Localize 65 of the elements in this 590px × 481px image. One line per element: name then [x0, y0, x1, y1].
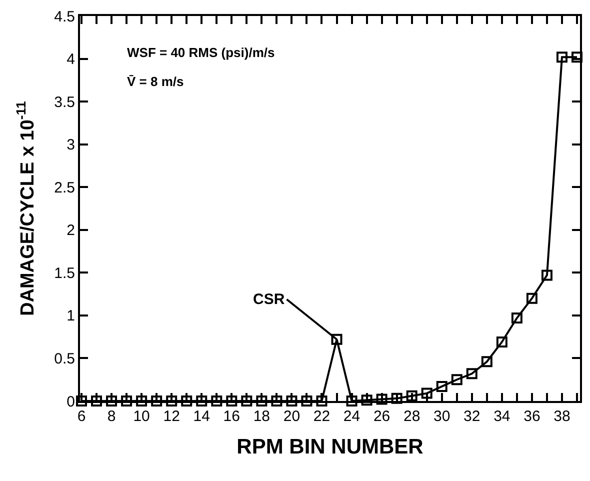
point — [241, 396, 252, 406]
y-tick-label: 0.5 — [54, 350, 75, 368]
point — [466, 368, 478, 380]
y-tick-label: 4 — [66, 51, 75, 68]
y-tick-label: 1 — [66, 308, 75, 325]
x-tick-label: 14 — [193, 408, 210, 425]
y-tick-label: 4.5 — [54, 8, 75, 26]
point — [331, 334, 342, 345]
point — [316, 396, 328, 406]
point — [436, 380, 448, 392]
point — [121, 396, 132, 406]
point — [166, 396, 178, 406]
x-tick-label: 26 — [373, 408, 390, 425]
point — [301, 396, 312, 406]
point — [91, 396, 102, 406]
x-tick-label: 6 — [77, 408, 86, 425]
point — [76, 396, 87, 406]
point — [511, 312, 522, 324]
point — [151, 396, 162, 406]
x-tick-label: 16 — [223, 408, 240, 425]
x-tick-label: 38 — [554, 408, 570, 425]
point — [376, 394, 388, 405]
x-tick-label: 30 — [434, 408, 450, 425]
point — [346, 396, 358, 406]
point — [481, 356, 492, 368]
point — [406, 390, 418, 402]
x-tick-label: 20 — [283, 408, 300, 425]
point — [256, 396, 268, 406]
point — [526, 292, 538, 304]
x-tick-label: 10 — [133, 408, 150, 425]
x-tick-label: 34 — [494, 408, 510, 425]
x-tick-label: 32 — [464, 408, 480, 425]
point — [572, 52, 582, 63]
annotation: CSR — [253, 291, 285, 308]
y-tick-label: 2.5 — [54, 179, 75, 196]
x-tick-label: 36 — [524, 408, 540, 425]
x-tick-label: 28 — [403, 408, 420, 425]
point — [106, 396, 118, 406]
point — [451, 374, 462, 386]
y-tick-label: 3 — [66, 136, 75, 154]
x-tick-label: 24 — [343, 408, 360, 425]
y-tick-label: 2 — [66, 222, 75, 240]
point — [136, 396, 148, 406]
point — [286, 396, 298, 406]
point — [541, 270, 552, 281]
point — [556, 52, 568, 63]
point — [496, 336, 508, 348]
point — [226, 396, 238, 406]
x-tick-label: 12 — [163, 408, 180, 425]
point — [391, 392, 402, 404]
point — [421, 388, 432, 399]
point — [271, 396, 282, 406]
y-tick-label: 0 — [66, 393, 75, 410]
point — [196, 396, 208, 406]
x-axis-title: RPM BIN NUMBER — [236, 436, 424, 459]
point — [361, 394, 372, 406]
annotation: WSF = 40 RMS (psi)/m/s — [127, 45, 275, 60]
y-tick-label: 1.5 — [54, 264, 75, 282]
x-tick-label: 22 — [313, 408, 330, 425]
x-tick-label: 18 — [253, 408, 270, 425]
y-tick-label: 3.5 — [54, 94, 75, 111]
point — [181, 396, 192, 406]
annotation: V̄ = 8 m/s — [127, 74, 184, 89]
x-tick-label: 8 — [107, 408, 116, 425]
point — [211, 396, 222, 406]
